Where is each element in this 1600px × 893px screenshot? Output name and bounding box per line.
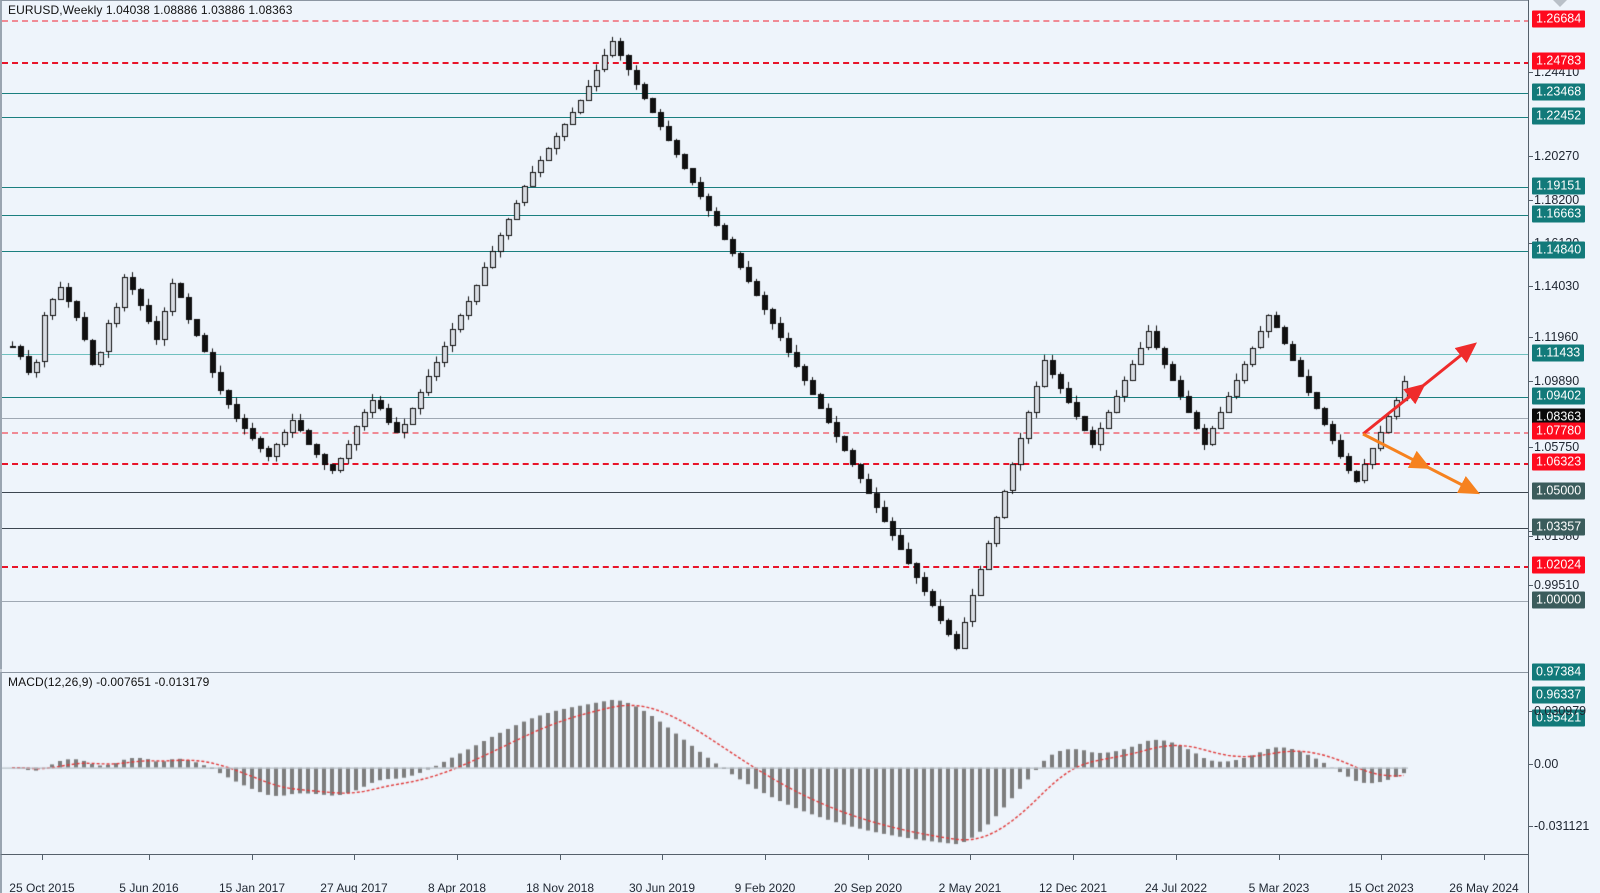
price-tick-label: 1.14030 [1534, 279, 1580, 293]
time-axis-label-24-Jul-2022: 24 Jul 2022 [1144, 881, 1208, 893]
time-tick-mark [1279, 855, 1280, 860]
tick-dash-icon [1529, 337, 1533, 338]
price-tick-0.99510: 0.99510 [1529, 578, 1580, 592]
macd-canvas[interactable] [2, 673, 1530, 855]
macd-tick-label: 0.00 [1534, 757, 1559, 771]
price-level-badge-0.97384[interactable]: 0.97384 [1532, 663, 1586, 681]
price-level-badge-0.96337[interactable]: 0.96337 [1532, 686, 1586, 704]
time-axis-label-15-Jan-2017: 15 Jan 2017 [218, 881, 286, 893]
macd-indicator-panel[interactable]: MACD(12,26,9) -0.007651 -0.013179 [0, 672, 1530, 855]
macd-tick-0.00: 0.00 [1529, 757, 1559, 771]
price-level-badge-1.26684[interactable]: 1.26684 [1532, 10, 1586, 28]
price-chart-panel[interactable]: EURUSD,Weekly 1.04038 1.08886 1.03886 1.… [0, 0, 1530, 720]
time-tick-mark [1484, 855, 1485, 860]
price-level-badge-1.23468[interactable]: 1.23468 [1532, 83, 1586, 101]
price-level-badge-1.09402[interactable]: 1.09402 [1532, 387, 1586, 405]
tick-dash-icon [1529, 286, 1533, 287]
time-axis-label-12-Dec-2021: 12 Dec 2021 [1038, 881, 1108, 893]
time-tick-mark [765, 855, 766, 860]
price-level-badge-1.06323[interactable]: 1.06323 [1532, 453, 1586, 471]
price-tick-label: 0.99510 [1534, 578, 1580, 592]
price-level-badge-1.19151[interactable]: 1.19151 [1532, 177, 1586, 195]
tick-dash-icon [1529, 200, 1533, 201]
tick-dash-icon [1529, 826, 1533, 827]
time-tick-mark [354, 855, 355, 860]
candlestick-canvas[interactable] [2, 1, 1530, 670]
tick-dash-icon [1529, 711, 1533, 712]
time-tick-mark [1381, 855, 1382, 860]
time-axis-label-25-Oct-2015: 25 Oct 2015 [9, 881, 75, 893]
time-tick-mark [149, 855, 150, 860]
time-tick-mark [662, 855, 663, 860]
time-tick-mark [1176, 855, 1177, 860]
price-tick-1.09890: 1.09890 [1529, 374, 1580, 388]
tick-dash-icon [1529, 447, 1533, 448]
price-level-badge-1.24783[interactable]: 1.24783 [1532, 52, 1586, 70]
price-tick-1.05750: 1.05750 [1529, 440, 1580, 454]
time-axis-label-5-Mar-2023: 5 Mar 2023 [1248, 881, 1310, 893]
time-tick-mark [457, 855, 458, 860]
macd-tick--0.031121: -0.031121 [1529, 819, 1590, 833]
price-level-badge-1.11433[interactable]: 1.11433 [1532, 344, 1585, 362]
price-level-badge-1.03357[interactable]: 1.03357 [1532, 518, 1586, 536]
time-tick-mark [42, 855, 43, 860]
macd-tick-label: 0.030979 [1534, 704, 1587, 718]
price-tick-1.11960: 1.11960 [1529, 330, 1579, 344]
time-tick-mark [560, 855, 561, 860]
price-axis[interactable]: 1.244101.202701.182001.161301.140301.119… [1528, 0, 1600, 893]
macd-tick-label: -0.031121 [1534, 819, 1590, 833]
time-axis[interactable]: 25 Oct 2015 5 Jun 2016 15 Jan 2017 27 Aug 2… [0, 854, 1600, 893]
time-tick-mark [1073, 855, 1074, 860]
time-tick-mark [970, 855, 971, 860]
time-axis-label-15-Oct-2023: 15 Oct 2023 [1348, 881, 1414, 893]
time-tick-mark [868, 855, 869, 860]
price-level-badge-1.14840[interactable]: 1.14840 [1532, 241, 1586, 259]
tick-dash-icon [1529, 381, 1533, 382]
time-axis-label-20-Sep-2020: 20 Sep 2020 [833, 881, 903, 893]
price-tick-label: 1.18200 [1534, 193, 1580, 207]
tick-dash-icon [1529, 72, 1533, 73]
price-level-badge-1.22452[interactable]: 1.22452 [1532, 107, 1586, 125]
time-axis-label-30-Jun-2019: 30 Jun 2019 [628, 881, 696, 893]
tick-dash-icon [1529, 585, 1533, 586]
macd-tick-0.030979: 0.030979 [1529, 704, 1587, 718]
price-level-badge-1.08363[interactable]: 1.08363 [1532, 408, 1586, 426]
price-tick-1.20270: 1.20270 [1529, 149, 1580, 163]
time-axis-label-18-Nov-2018: 18 Nov 2018 [525, 881, 595, 893]
macd-header-label: MACD(12,26,9) -0.007651 -0.013179 [8, 675, 210, 689]
price-level-badge-0.95421[interactable]: 0.95421 [1532, 709, 1586, 727]
chart-top-marker-icon [1553, 0, 1567, 7]
price-tick-1.18200: 1.18200 [1529, 193, 1580, 207]
price-level-badge-1.00000[interactable]: 1.00000 [1532, 591, 1586, 609]
price-level-badge-1.07780[interactable]: 1.07780 [1532, 422, 1586, 440]
price-level-badge-1.05000[interactable]: 1.05000 [1532, 482, 1586, 500]
price-tick-label: 1.20270 [1534, 149, 1580, 163]
tick-dash-icon [1529, 536, 1533, 537]
time-axis-label-2-May-2021: 2 May 2021 [938, 881, 1002, 893]
price-tick-label: 1.09890 [1534, 374, 1580, 388]
time-axis-label-9-Feb-2020: 9 Feb 2020 [734, 881, 796, 893]
time-axis-label-27-Aug-2017: 27 Aug 2017 [320, 881, 388, 893]
tick-dash-icon [1529, 764, 1533, 765]
time-axis-label-26-May-2024: 26 May 2024 [1449, 881, 1519, 893]
price-level-badge-1.16663[interactable]: 1.16663 [1532, 205, 1586, 223]
tick-dash-icon [1529, 243, 1533, 244]
price-tick-label: 1.05750 [1534, 440, 1580, 454]
tick-dash-icon [1529, 531, 1533, 532]
price-level-badge-1.02024[interactable]: 1.02024 [1532, 556, 1586, 574]
tick-dash-icon [1529, 156, 1533, 157]
time-axis-label-8-Apr-2018: 8 Apr 2018 [427, 881, 487, 893]
price-tick-label: 1.11960 [1534, 330, 1579, 344]
time-tick-mark [252, 855, 253, 860]
price-tick-1.14030: 1.14030 [1529, 279, 1580, 293]
time-axis-label-5-Jun-2016: 5 Jun 2016 [119, 881, 179, 893]
